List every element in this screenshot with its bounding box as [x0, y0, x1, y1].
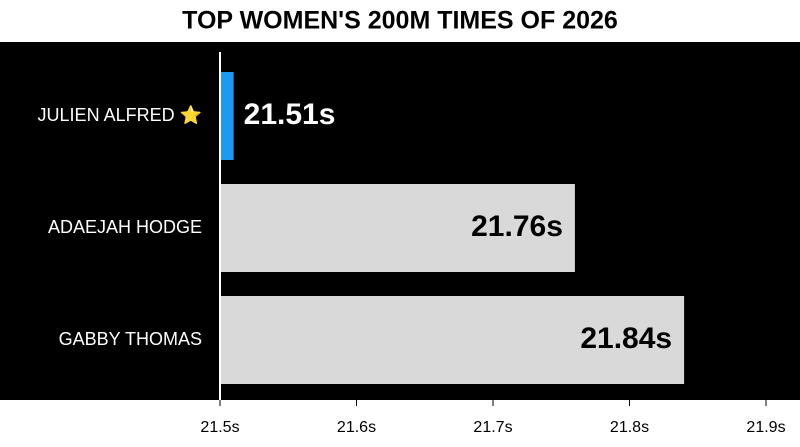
chart-title: TOP WOMEN'S 200M TIMES OF 2026 — [182, 7, 618, 35]
bar — [221, 296, 685, 384]
category-label: ADAEJAH HODGE — [48, 217, 202, 237]
x-tick-label: 21.9s — [746, 419, 785, 436]
category-label: GABBY THOMAS — [59, 329, 202, 349]
bar — [221, 184, 575, 272]
bar — [221, 72, 234, 160]
data-label: 21.51s — [244, 98, 336, 131]
data-label: 21.84s — [580, 322, 672, 355]
x-tick-label: 21.5s — [200, 419, 239, 436]
x-tick-label: 21.8s — [610, 419, 649, 436]
x-tick-label: 21.6s — [337, 419, 376, 436]
x-tick-label: 21.7s — [473, 419, 512, 436]
category-label: JULIEN ALFRED ⭐ — [38, 104, 202, 125]
data-label: 21.76s — [471, 210, 563, 243]
